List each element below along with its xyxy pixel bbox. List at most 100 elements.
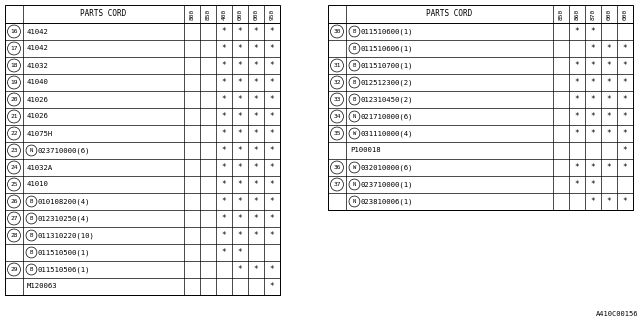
Text: P100018: P100018 [350, 148, 381, 154]
Text: *: * [269, 27, 275, 36]
Circle shape [349, 111, 360, 122]
Text: *: * [607, 61, 611, 70]
Text: 18: 18 [10, 63, 18, 68]
Text: B: B [30, 267, 33, 272]
Text: *: * [253, 146, 259, 155]
Circle shape [8, 110, 20, 123]
Text: M120063: M120063 [27, 284, 58, 290]
Text: *: * [269, 197, 275, 206]
Text: B: B [30, 250, 33, 255]
Text: *: * [623, 146, 627, 155]
Text: 37: 37 [333, 182, 340, 187]
Circle shape [8, 212, 20, 225]
Text: 011310220(10): 011310220(10) [38, 232, 95, 239]
Circle shape [8, 229, 20, 242]
Text: 032010000(6): 032010000(6) [361, 164, 413, 171]
Circle shape [330, 76, 344, 89]
Text: 41032A: 41032A [27, 164, 53, 171]
Circle shape [330, 25, 344, 38]
Text: *: * [221, 112, 227, 121]
Text: 21: 21 [10, 114, 18, 119]
Text: N: N [353, 114, 356, 119]
Text: *: * [221, 197, 227, 206]
Text: 36: 36 [333, 165, 340, 170]
Text: 031110000(4): 031110000(4) [361, 130, 413, 137]
Text: *: * [237, 95, 243, 104]
Text: B: B [30, 233, 33, 238]
Text: 32: 32 [333, 80, 340, 85]
Circle shape [8, 25, 20, 38]
Text: 23: 23 [10, 148, 18, 153]
Text: 011510506(1): 011510506(1) [38, 266, 90, 273]
Text: *: * [221, 214, 227, 223]
Circle shape [8, 93, 20, 106]
Text: N: N [30, 148, 33, 153]
Text: 021710000(6): 021710000(6) [361, 113, 413, 120]
Text: 33: 33 [333, 97, 340, 102]
Text: PARTS CORD: PARTS CORD [81, 10, 127, 19]
Text: *: * [607, 163, 611, 172]
Text: 16: 16 [10, 29, 18, 34]
Text: *: * [269, 146, 275, 155]
Text: *: * [253, 95, 259, 104]
Text: W: W [353, 165, 356, 170]
Circle shape [330, 110, 344, 123]
Text: B: B [30, 216, 33, 221]
Text: 023810006(1): 023810006(1) [361, 198, 413, 205]
Text: *: * [575, 112, 579, 121]
Text: *: * [269, 112, 275, 121]
Circle shape [349, 179, 360, 190]
Text: N: N [353, 182, 356, 187]
Text: *: * [591, 44, 595, 53]
Text: *: * [237, 78, 243, 87]
Text: B: B [353, 63, 356, 68]
Text: 010108200(4): 010108200(4) [38, 198, 90, 205]
Text: *: * [221, 146, 227, 155]
Text: *: * [575, 180, 579, 189]
Text: *: * [607, 78, 611, 87]
Text: *: * [221, 129, 227, 138]
Text: *: * [221, 180, 227, 189]
Text: 023710000(6): 023710000(6) [38, 147, 90, 154]
Text: *: * [591, 180, 595, 189]
Text: *: * [575, 163, 579, 172]
Text: *: * [591, 129, 595, 138]
Text: 000: 000 [237, 8, 243, 20]
Text: 012512300(2): 012512300(2) [361, 79, 413, 86]
Text: *: * [607, 44, 611, 53]
Text: 011510700(1): 011510700(1) [361, 62, 413, 69]
Circle shape [330, 127, 344, 140]
Text: *: * [591, 163, 595, 172]
Circle shape [26, 196, 37, 207]
Text: B: B [353, 46, 356, 51]
Circle shape [8, 178, 20, 191]
Text: 35: 35 [333, 131, 340, 136]
Text: *: * [607, 95, 611, 104]
Text: *: * [237, 197, 243, 206]
Text: *: * [253, 78, 259, 87]
Text: *: * [269, 61, 275, 70]
Circle shape [330, 178, 344, 191]
Text: *: * [237, 129, 243, 138]
Text: *: * [237, 163, 243, 172]
Circle shape [349, 94, 360, 105]
Text: *: * [575, 61, 579, 70]
Circle shape [349, 26, 360, 37]
Text: *: * [237, 61, 243, 70]
Text: W: W [353, 131, 356, 136]
Circle shape [349, 60, 360, 71]
Text: *: * [221, 163, 227, 172]
Circle shape [26, 213, 37, 224]
Text: 26: 26 [10, 199, 18, 204]
Text: 000: 000 [253, 8, 259, 20]
Circle shape [26, 264, 37, 275]
Text: 17: 17 [10, 46, 18, 51]
Circle shape [8, 263, 20, 276]
Text: *: * [269, 44, 275, 53]
Text: *: * [221, 78, 227, 87]
Text: *: * [237, 180, 243, 189]
Circle shape [349, 162, 360, 173]
Text: *: * [237, 146, 243, 155]
Text: *: * [607, 197, 611, 206]
Text: *: * [237, 231, 243, 240]
